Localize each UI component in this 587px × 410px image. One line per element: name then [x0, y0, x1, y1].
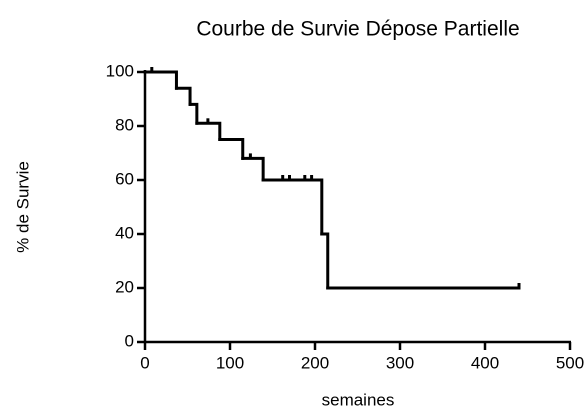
survival-step [320, 232, 330, 290]
x-axis-label: semaines [322, 390, 395, 409]
survival-step [241, 156, 265, 182]
survival-step [195, 121, 222, 141]
survival-step [188, 102, 199, 125]
x-tick-label: 500 [556, 353, 584, 372]
x-tick-label: 200 [301, 353, 329, 372]
chart-title: Courbe de Survie Dépose Partielle [196, 18, 519, 41]
y-tick-label: 40 [115, 223, 134, 242]
y-tick-label: 0 [125, 331, 134, 350]
x-tick-label: 400 [471, 353, 499, 372]
y-tick-label: 100 [106, 61, 134, 80]
survival-step [174, 86, 192, 106]
x-tick-label: 0 [140, 353, 149, 372]
survival-step [218, 138, 245, 160]
survival-step [261, 178, 324, 236]
x-tick-label: 300 [386, 353, 414, 372]
y-axis-label: % de Survie [13, 161, 32, 253]
y-tick-label: 20 [115, 277, 134, 296]
survival-step [143, 70, 178, 90]
y-tick-label: 60 [115, 169, 134, 188]
y-tick-label: 80 [115, 115, 134, 134]
x-tick-label: 100 [216, 353, 244, 372]
